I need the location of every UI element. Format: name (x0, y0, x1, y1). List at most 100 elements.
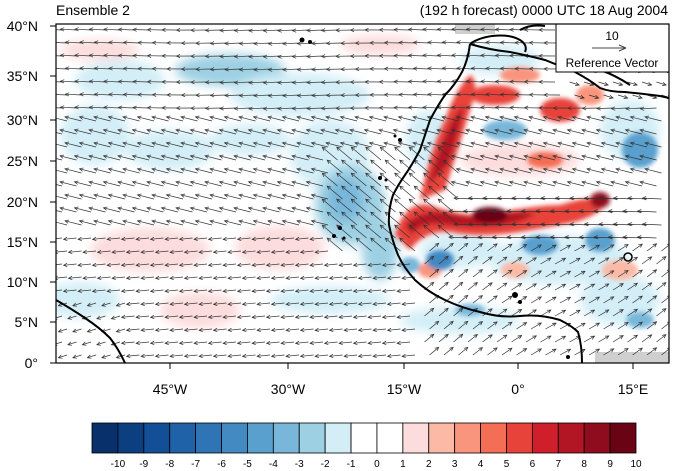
wind-vector (252, 341, 266, 344)
wind-vector (67, 341, 77, 346)
wind-vector-head (310, 141, 316, 146)
wind-vector-head (72, 354, 77, 359)
wind-vector (530, 244, 542, 252)
wind-vector-head (352, 262, 358, 268)
wind-vector-head (299, 275, 305, 281)
wind-vector-head (633, 308, 639, 313)
wind-vector-head (564, 235, 569, 240)
wind-vector (311, 168, 329, 174)
wind-vector-head (408, 172, 414, 177)
wind-vector-head (236, 314, 242, 320)
wind-vector (306, 129, 324, 135)
wind-vector (341, 159, 358, 174)
wind-vector-head (615, 167, 620, 172)
wind-vector-head (198, 301, 203, 307)
wind-vector-head (422, 79, 427, 84)
wind-vector (92, 237, 106, 240)
wind-vector (321, 172, 338, 187)
wind-vector (661, 296, 669, 304)
wind-vector-head (146, 128, 151, 133)
wind-vector (453, 282, 463, 291)
wind-vector (248, 207, 266, 213)
wind-vector (82, 341, 92, 346)
wind-vector (368, 289, 382, 292)
wind-vector-head (175, 27, 181, 33)
wind-vector (545, 348, 557, 356)
wind-vector (499, 168, 517, 174)
colorbar-swatch (117, 422, 145, 454)
wind-vector-head (566, 180, 572, 185)
wind-vector (408, 172, 425, 187)
wind-vector (111, 315, 121, 320)
wind-vector-head (441, 115, 446, 120)
wind-vector (210, 42, 227, 44)
wind-vector (567, 129, 585, 135)
wind-vector-head (367, 262, 372, 268)
wind-vector (408, 198, 425, 213)
wind-vector (56, 158, 63, 161)
wind-vector (399, 211, 416, 226)
wind-vector-head (427, 66, 432, 71)
wind-vector (341, 185, 358, 200)
wind-vector (179, 263, 193, 266)
wind-vector-head (120, 236, 126, 242)
wind-vector (567, 155, 585, 161)
wind-vector (155, 328, 169, 331)
wind-vector (292, 29, 309, 32)
wind-vector (122, 194, 140, 200)
wind-vector (610, 181, 628, 187)
wind-vector (108, 67, 126, 70)
lat-label-20n: 20°N (7, 194, 38, 210)
wind-vector (224, 116, 242, 122)
wind-vector-head (135, 236, 140, 242)
wind-vector (341, 211, 358, 226)
wind-vector-head (180, 115, 185, 120)
wind-vector-head (86, 302, 92, 307)
wind-vector-head (499, 167, 504, 172)
wind-vector (56, 55, 63, 57)
wind-vector-head (175, 79, 181, 85)
wind-vector (353, 263, 367, 266)
wind-vector (438, 334, 449, 343)
wind-vector-head (429, 281, 435, 287)
wind-vector (132, 207, 150, 213)
wind-vector-head (117, 79, 123, 84)
colorbar-label: -5 (243, 459, 252, 470)
wind-vector-head (507, 243, 513, 248)
wind-vector-head (270, 249, 276, 255)
wind-vector-head (223, 141, 229, 146)
wind-vector (92, 263, 106, 266)
wind-vector-head (74, 105, 79, 110)
wind-vector (295, 341, 309, 344)
wind-vector (223, 341, 237, 344)
wind-vector (242, 328, 256, 331)
wind-vector-head (450, 128, 456, 133)
wind-vector-head (180, 219, 185, 224)
wind-vector (528, 116, 546, 122)
wind-vector (612, 81, 623, 86)
wind-vector (122, 168, 140, 174)
wind-vector-head (537, 154, 543, 159)
wind-vector (413, 185, 430, 200)
wind-vector (525, 283, 537, 291)
wind-vector (253, 116, 271, 122)
wind-vector (495, 55, 512, 57)
wind-vector (627, 256, 638, 265)
wind-vector-head (546, 335, 552, 340)
wind-vector (586, 168, 604, 174)
wind-vector-head (427, 40, 432, 45)
wind-vector-head (554, 196, 560, 201)
wind-vector-head (578, 209, 584, 214)
wind-vector-head (581, 106, 587, 111)
wind-vector-head (151, 115, 156, 120)
wind-vector-head (477, 235, 482, 240)
wind-vector (368, 315, 382, 318)
wind-vector-head (352, 314, 358, 320)
wind-vector-head (88, 27, 94, 32)
wind-vector-head (627, 222, 632, 227)
wind-vector (103, 129, 121, 135)
wind-vector-head (532, 283, 538, 288)
wind-vector (121, 263, 135, 266)
wind-vector-head (101, 354, 106, 359)
wind-vector (656, 81, 667, 86)
